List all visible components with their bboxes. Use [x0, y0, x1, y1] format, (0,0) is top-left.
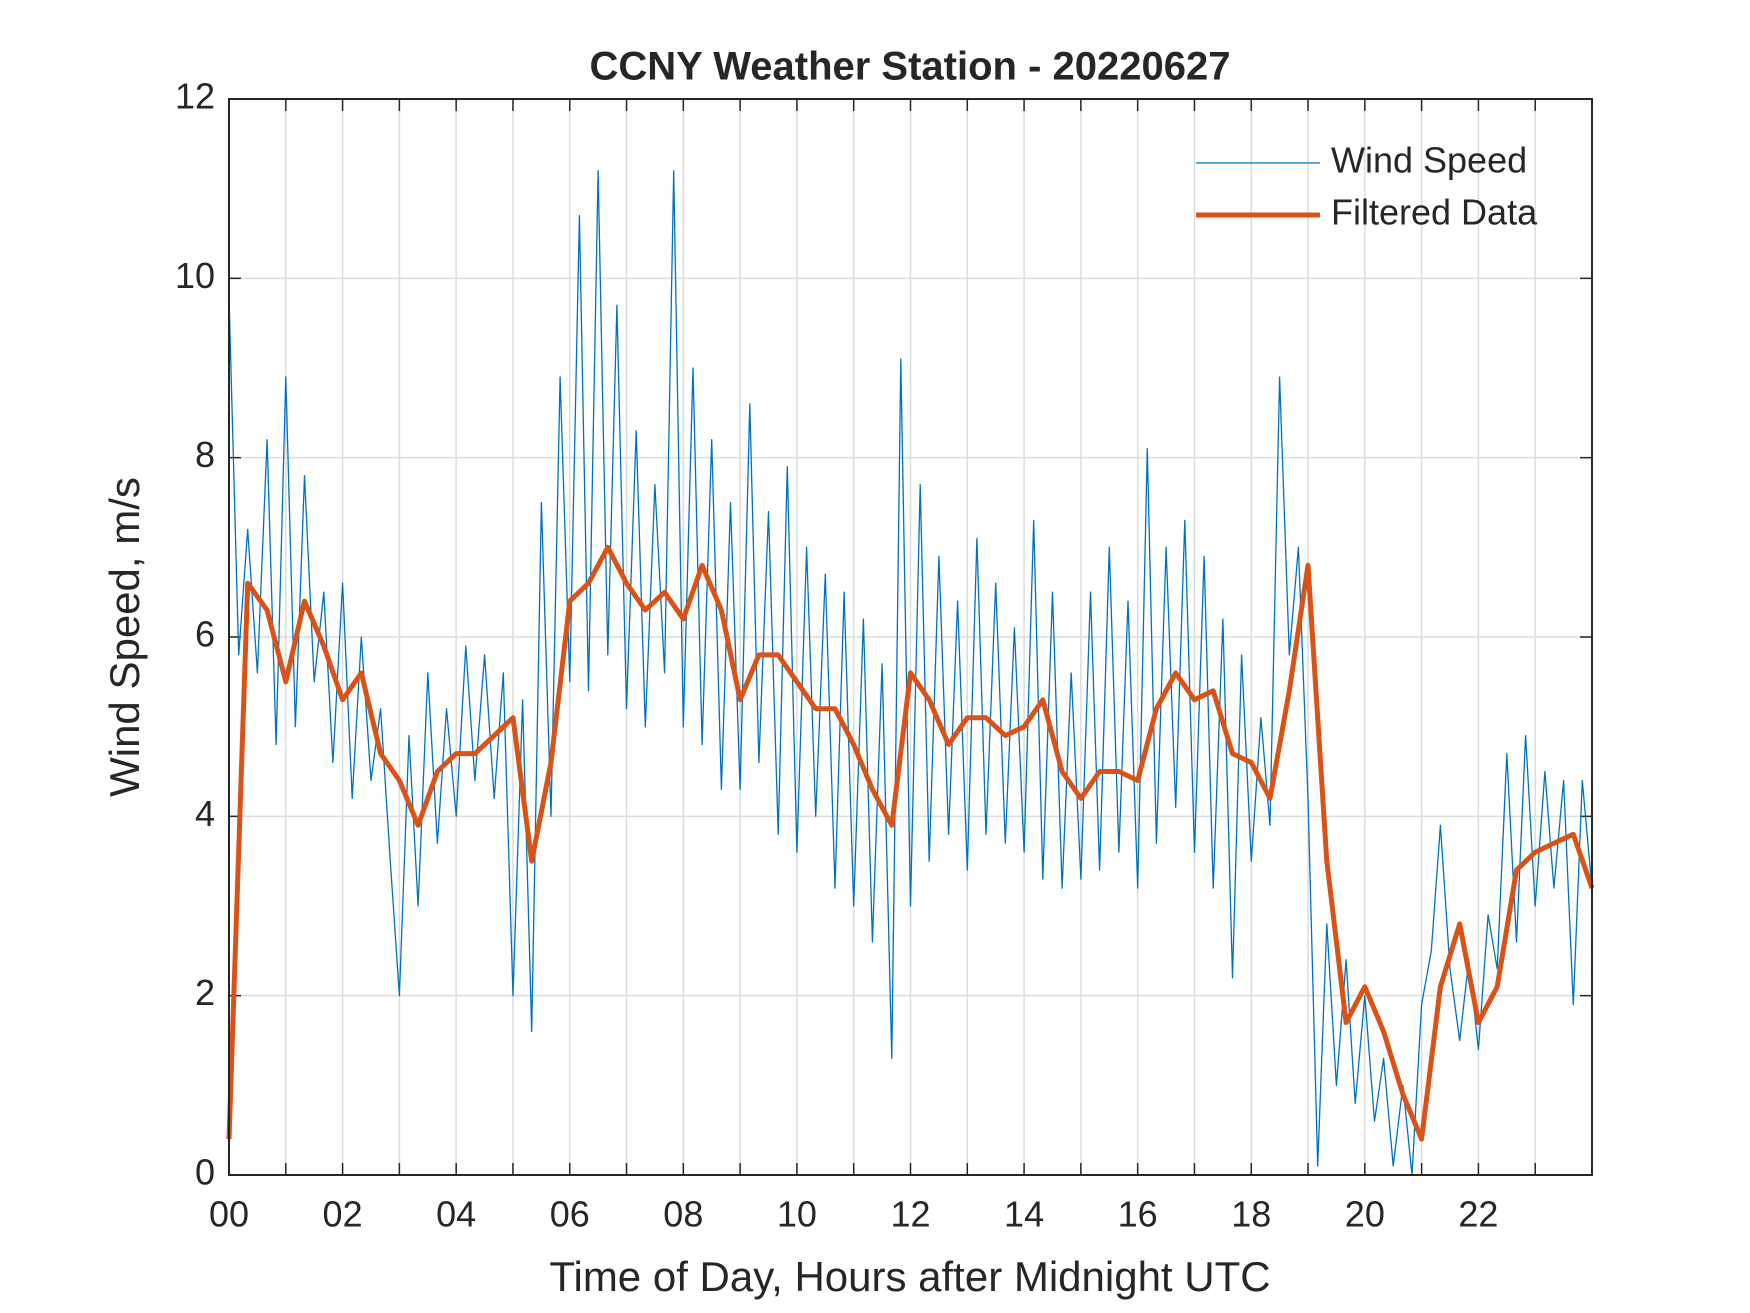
y-tick-label: 6 [195, 614, 215, 655]
x-tick-label: 00 [209, 1194, 249, 1235]
x-tick-label: 04 [436, 1194, 476, 1235]
x-tick-label: 18 [1231, 1194, 1271, 1235]
legend-label: Filtered Data [1331, 192, 1538, 233]
x-tick-label: 16 [1118, 1194, 1158, 1235]
y-tick-label: 12 [175, 76, 215, 117]
data-line [228, 170, 1593, 1176]
data-line [226, 544, 1595, 1142]
plot-frame [228, 98, 1593, 1176]
y-tick-label: 10 [175, 255, 215, 296]
y-tick-label: 4 [195, 793, 215, 834]
y-tick-label: 2 [195, 972, 215, 1013]
x-tick-label: 20 [1345, 1194, 1385, 1235]
x-axis-label: Time of Day, Hours after Midnight UTC [549, 1253, 1270, 1300]
y-tick-label: 8 [195, 434, 215, 475]
chart-title: CCNY Weather Station - 20220627 [590, 45, 1231, 89]
x-tick-label: 14 [1004, 1194, 1044, 1235]
legend-label: Wind Speed [1331, 140, 1527, 181]
x-tick-label: 02 [323, 1194, 363, 1235]
x-tick-label: 10 [777, 1194, 817, 1235]
x-tick-label: 06 [550, 1194, 590, 1235]
y-tick-label: 0 [195, 1152, 215, 1193]
x-tick-label: 22 [1458, 1194, 1498, 1235]
y-axis-label: Wind Speed, m/s [101, 477, 148, 797]
x-tick-label: 12 [890, 1194, 930, 1235]
x-tick-label: 08 [663, 1194, 703, 1235]
